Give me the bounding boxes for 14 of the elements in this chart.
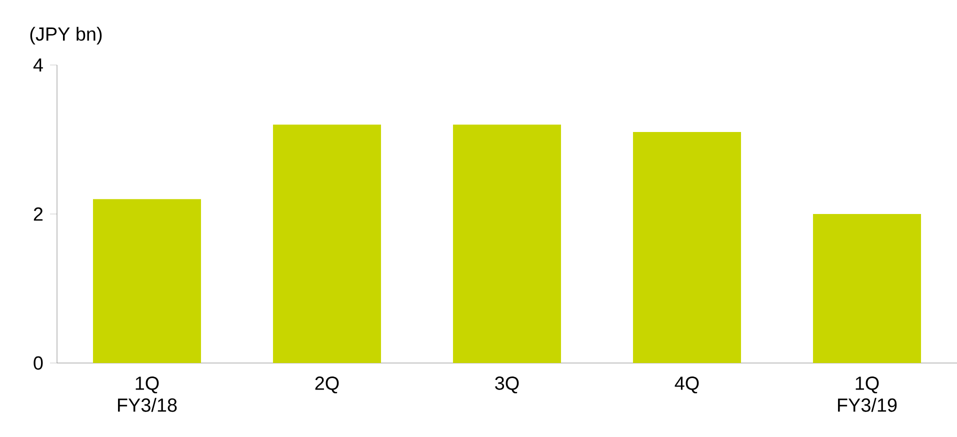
- y-tick-label: 4: [33, 58, 43, 72]
- x-tick-label: 1Q FY3/19: [838, 376, 897, 412]
- y-tick-label: 0: [34, 356, 43, 370]
- y-axis-title: (JPY bn): [30, 26, 102, 44]
- x-tick-label: 2Q: [315, 376, 339, 394]
- bar: [453, 124, 562, 363]
- bar: [273, 124, 382, 363]
- bar: [93, 199, 201, 363]
- x-tick-label: 4Q: [674, 376, 699, 394]
- x-tick-label: 1Q FY3/18: [118, 376, 177, 412]
- bar: [633, 132, 742, 363]
- y-tick-label: 2: [34, 207, 43, 221]
- x-tick-label: 3Q: [495, 376, 519, 394]
- bar: [813, 214, 922, 363]
